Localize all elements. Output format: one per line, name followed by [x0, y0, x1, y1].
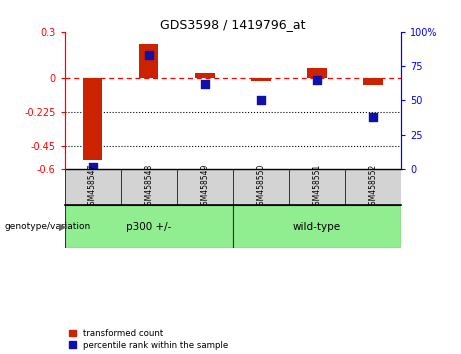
Legend: transformed count, percentile rank within the sample: transformed count, percentile rank withi…	[69, 329, 228, 350]
FancyBboxPatch shape	[233, 205, 401, 248]
Title: GDS3598 / 1419796_at: GDS3598 / 1419796_at	[160, 18, 306, 31]
Text: ▶: ▶	[59, 222, 66, 232]
Text: GSM458551: GSM458551	[313, 164, 321, 210]
Text: GSM458549: GSM458549	[200, 164, 209, 210]
Text: GSM458550: GSM458550	[256, 164, 266, 210]
FancyBboxPatch shape	[345, 169, 401, 205]
FancyBboxPatch shape	[121, 169, 177, 205]
Text: wild-type: wild-type	[293, 222, 341, 232]
Point	[145, 52, 152, 58]
FancyBboxPatch shape	[65, 169, 121, 205]
Bar	[307, 68, 327, 78]
Bar	[195, 73, 214, 78]
Bar	[139, 44, 159, 78]
Point	[89, 165, 96, 170]
Point	[201, 81, 208, 87]
Text: GSM458547: GSM458547	[88, 164, 97, 210]
Bar	[251, 78, 271, 81]
Point	[369, 114, 377, 120]
Bar	[83, 78, 102, 160]
FancyBboxPatch shape	[233, 169, 289, 205]
FancyBboxPatch shape	[65, 205, 233, 248]
Point	[257, 97, 265, 103]
Text: genotype/variation: genotype/variation	[5, 222, 91, 231]
Text: p300 +/-: p300 +/-	[126, 222, 171, 232]
Bar	[363, 78, 383, 85]
Text: GSM458552: GSM458552	[368, 164, 378, 210]
FancyBboxPatch shape	[177, 169, 233, 205]
Text: GSM458548: GSM458548	[144, 164, 153, 210]
FancyBboxPatch shape	[289, 169, 345, 205]
Point	[313, 77, 321, 82]
